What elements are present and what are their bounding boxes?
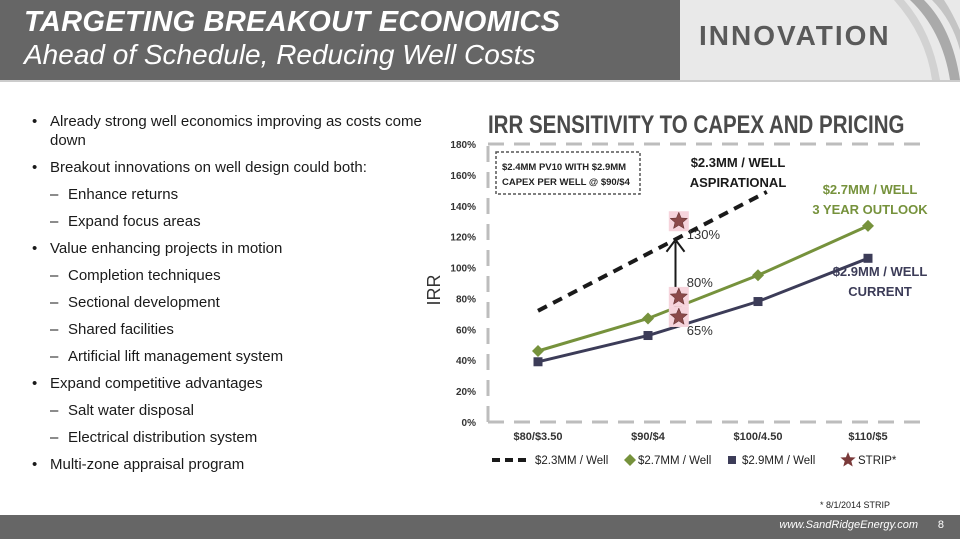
y-tick-label: 40% bbox=[456, 356, 476, 367]
series-annotation: $2.7MM / WELL bbox=[823, 182, 918, 197]
x-tick-label: $110/$5 bbox=[848, 431, 887, 443]
bullet-list: Already strong well economics improving … bbox=[30, 112, 430, 482]
x-tick-label: $80/$3.50 bbox=[514, 431, 563, 443]
legend-swatch bbox=[728, 456, 736, 464]
slide-subtitle: Ahead of Schedule, Reducing Well Costs bbox=[24, 39, 536, 70]
legend-label: $2.7MM / Well bbox=[638, 455, 711, 467]
series-annotation: $2.3MM / WELL bbox=[691, 155, 786, 170]
bullet-item: Value enhancing projects in motion bbox=[30, 239, 430, 258]
swoosh-logo-icon bbox=[894, 0, 960, 80]
header-divider bbox=[0, 80, 960, 82]
strip-star-marker bbox=[669, 287, 689, 305]
square-marker bbox=[533, 357, 543, 367]
y-tick-label: 0% bbox=[462, 418, 477, 429]
footer-bar bbox=[0, 515, 960, 539]
sub-bullet-item: Artificial lift management system bbox=[30, 347, 430, 366]
legend-label: $2.9MM / Well bbox=[742, 455, 815, 467]
chart-title: IRR SENSITIVITY TO CAPEX AND PRICING bbox=[488, 110, 905, 138]
pv10-annotation-text: CAPEX PER WELL @ $90/$4 bbox=[502, 177, 631, 188]
innovation-tag: INNOVATION bbox=[699, 20, 891, 51]
arrow-head bbox=[665, 238, 686, 253]
series-line bbox=[537, 256, 869, 364]
sub-bullet-item: Shared facilities bbox=[30, 320, 430, 339]
strip-star-marker bbox=[669, 211, 689, 230]
legend-label: STRIP* bbox=[858, 455, 897, 467]
x-tick-label: $90/$4 bbox=[631, 431, 666, 443]
strip-label: 80% bbox=[687, 275, 713, 290]
diamond-marker bbox=[642, 312, 654, 325]
sub-bullet-item: Sectional development bbox=[30, 293, 430, 312]
legend-swatch bbox=[840, 452, 856, 467]
header-bar bbox=[0, 0, 680, 80]
x-tick-label: $100/4.50 bbox=[734, 431, 783, 443]
y-tick-label: 100% bbox=[450, 264, 476, 275]
sub-bullet-item: Completion techniques bbox=[30, 266, 430, 285]
bullet-item: Multi-zone appraisal program bbox=[30, 455, 430, 474]
series-annotation: ASPIRATIONAL bbox=[690, 175, 787, 190]
sub-bullet-item: Expand focus areas bbox=[30, 212, 430, 231]
y-tick-label: 160% bbox=[450, 171, 476, 182]
y-tick-label: 120% bbox=[450, 233, 476, 244]
series-line bbox=[537, 224, 869, 353]
page-number: 8 bbox=[937, 519, 944, 531]
slide-title: TARGETING BREAKOUT ECONOMICS bbox=[24, 6, 561, 38]
sub-bullet-item: Salt water disposal bbox=[30, 401, 430, 420]
bullet-item: Expand competitive advantages bbox=[30, 374, 430, 393]
pv10-annotation-box bbox=[495, 151, 641, 195]
y-axis-label: IRR bbox=[424, 275, 444, 306]
footer-url: www.SandRidgeEnergy.com bbox=[779, 519, 918, 531]
strip-label: 130% bbox=[687, 227, 721, 242]
diamond-marker bbox=[532, 344, 544, 357]
square-marker bbox=[753, 297, 763, 307]
series-annotation: 3 YEAR OUTLOOK bbox=[812, 202, 928, 217]
y-tick-label: 60% bbox=[456, 325, 476, 336]
legend-swatch bbox=[624, 454, 636, 466]
series-line bbox=[537, 190, 768, 313]
diamond-marker bbox=[752, 269, 764, 282]
sub-bullet-item: Enhance returns bbox=[30, 185, 430, 204]
bullet-item: Breakout innovations on well design coul… bbox=[30, 158, 430, 177]
footnote: * 8/1/2014 STRIP bbox=[820, 500, 891, 510]
bullet-item: Already strong well economics improving … bbox=[30, 112, 430, 150]
y-tick-label: 80% bbox=[456, 294, 476, 305]
square-marker bbox=[643, 331, 653, 341]
series-annotation: $2.9MM / WELL bbox=[833, 264, 928, 279]
y-tick-label: 140% bbox=[450, 202, 476, 213]
strip-star-marker bbox=[669, 307, 689, 325]
square-marker bbox=[863, 253, 873, 263]
sub-bullet-item: Electrical distribution system bbox=[30, 428, 430, 447]
y-tick-label: 20% bbox=[456, 387, 476, 398]
strip-label: 65% bbox=[687, 323, 713, 338]
legend-label: $2.3MM / Well bbox=[535, 455, 608, 467]
irr-chart: IRR SENSITIVITY TO CAPEX AND PRICING 0% 20… bbox=[424, 110, 928, 467]
diamond-marker bbox=[862, 219, 874, 232]
y-tick-label: 180% bbox=[450, 140, 476, 151]
series-annotation: CURRENT bbox=[848, 284, 912, 299]
pv10-annotation-text: $2.4MM PV10 WITH $2.9MM bbox=[502, 162, 626, 173]
